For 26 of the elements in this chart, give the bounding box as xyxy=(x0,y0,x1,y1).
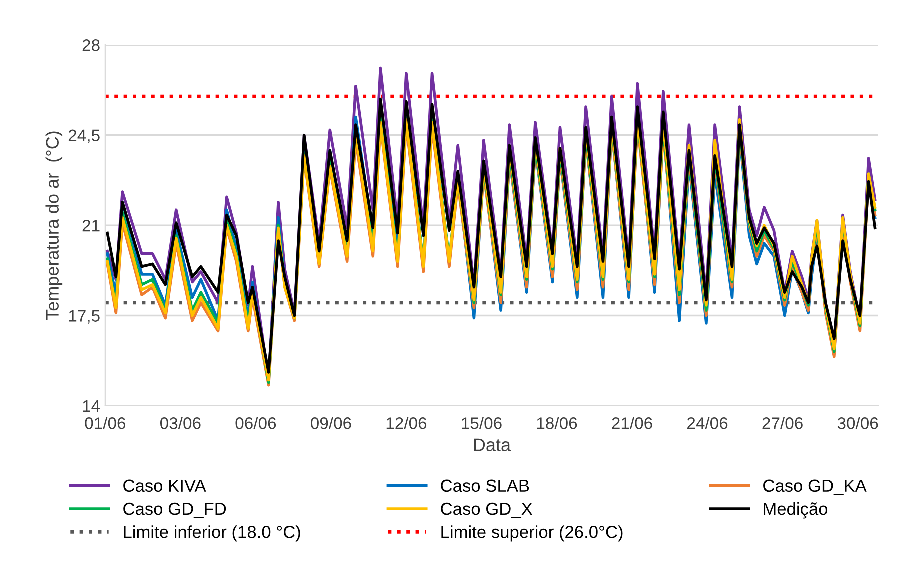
y-tick-label: 24,5 xyxy=(68,130,100,144)
legend-label: Caso GD_X xyxy=(441,502,533,519)
x-tick-label: 18/06 xyxy=(537,417,578,430)
legend-label: Medição xyxy=(764,502,828,519)
y-tick-label: 14 xyxy=(83,400,100,412)
legend-label: Caso KIVA xyxy=(124,480,206,492)
x-tick-label: 15/06 xyxy=(462,417,502,430)
x-tick-label: 30/06 xyxy=(838,417,878,430)
legend-label: Caso GD_KA xyxy=(764,480,867,496)
x-tick-label: 01/06 xyxy=(85,417,126,430)
legend-label: Caso SLAB xyxy=(441,480,530,492)
x-tick-label: 21/06 xyxy=(612,417,652,430)
x-tick-label: 09/06 xyxy=(311,417,352,430)
legend-label: Limite inferior (18.0 °C) xyxy=(124,526,300,542)
y-tick-label: 28 xyxy=(82,40,100,52)
x-tick-label: 27/06 xyxy=(762,417,803,430)
y-tick-label: 17,5 xyxy=(69,310,100,324)
y-tick-label: 21 xyxy=(82,220,100,232)
x-tick-label: 03/06 xyxy=(160,417,201,430)
x-tick-label: 12/06 xyxy=(386,417,427,430)
legend-label: Caso GD_FD xyxy=(124,502,226,519)
x-axis-title: Data xyxy=(474,438,512,452)
legend-label: Limite superior (26.0°C) xyxy=(442,526,623,542)
x-tick-label: 24/06 xyxy=(688,417,728,430)
y-axis-title: Temperatura do ar (°C) xyxy=(46,132,63,320)
x-tick-label: 06/06 xyxy=(236,417,276,430)
